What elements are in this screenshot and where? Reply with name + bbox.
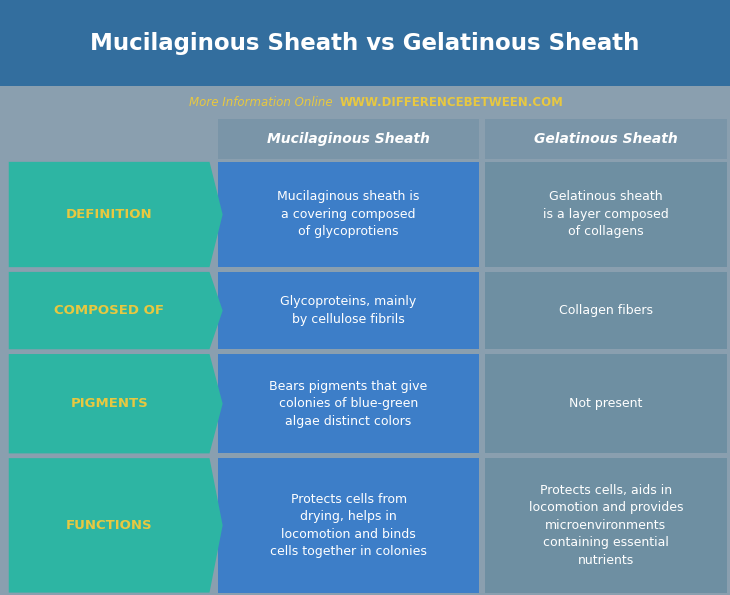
Text: Mucilaginous sheath is
a covering composed
of glycoprotiens: Mucilaginous sheath is a covering compos… xyxy=(277,190,420,239)
Text: COMPOSED OF: COMPOSED OF xyxy=(54,304,164,317)
Text: WWW.DIFFERENCEBETWEEN.COM: WWW.DIFFERENCEBETWEEN.COM xyxy=(339,96,564,109)
FancyBboxPatch shape xyxy=(218,119,479,159)
Text: Gelatinous sheath
is a layer composed
of collagens: Gelatinous sheath is a layer composed of… xyxy=(543,190,669,239)
Text: FUNCTIONS: FUNCTIONS xyxy=(66,519,153,532)
Polygon shape xyxy=(9,458,223,593)
FancyBboxPatch shape xyxy=(485,272,727,349)
FancyBboxPatch shape xyxy=(0,0,730,86)
FancyBboxPatch shape xyxy=(485,119,727,159)
Text: Protects cells, aids in
locomotion and provides
microenvironments
containing ess: Protects cells, aids in locomotion and p… xyxy=(529,484,683,567)
Polygon shape xyxy=(9,354,223,453)
Text: Bears pigments that give
colonies of blue-green
algae distinct colors: Bears pigments that give colonies of blu… xyxy=(269,380,428,428)
FancyBboxPatch shape xyxy=(218,162,479,267)
Text: Mucilaginous Sheath vs Gelatinous Sheath: Mucilaginous Sheath vs Gelatinous Sheath xyxy=(91,32,639,55)
FancyBboxPatch shape xyxy=(485,162,727,267)
Text: DEFINITION: DEFINITION xyxy=(66,208,153,221)
Text: Mucilaginous Sheath: Mucilaginous Sheath xyxy=(267,132,430,146)
Text: More Information Online: More Information Online xyxy=(188,96,332,109)
FancyBboxPatch shape xyxy=(485,354,727,453)
FancyBboxPatch shape xyxy=(218,458,479,593)
FancyBboxPatch shape xyxy=(218,272,479,349)
Text: PIGMENTS: PIGMENTS xyxy=(70,397,148,410)
FancyBboxPatch shape xyxy=(485,458,727,593)
Polygon shape xyxy=(9,162,223,267)
Text: Gelatinous Sheath: Gelatinous Sheath xyxy=(534,132,677,146)
Polygon shape xyxy=(9,272,223,349)
Text: Glycoproteins, mainly
by cellulose fibrils: Glycoproteins, mainly by cellulose fibri… xyxy=(280,295,417,326)
FancyBboxPatch shape xyxy=(218,354,479,453)
Text: Protects cells from
drying, helps in
locomotion and binds
cells together in colo: Protects cells from drying, helps in loc… xyxy=(270,493,427,558)
Text: Collagen fibers: Collagen fibers xyxy=(559,304,653,317)
Text: Not present: Not present xyxy=(569,397,642,410)
